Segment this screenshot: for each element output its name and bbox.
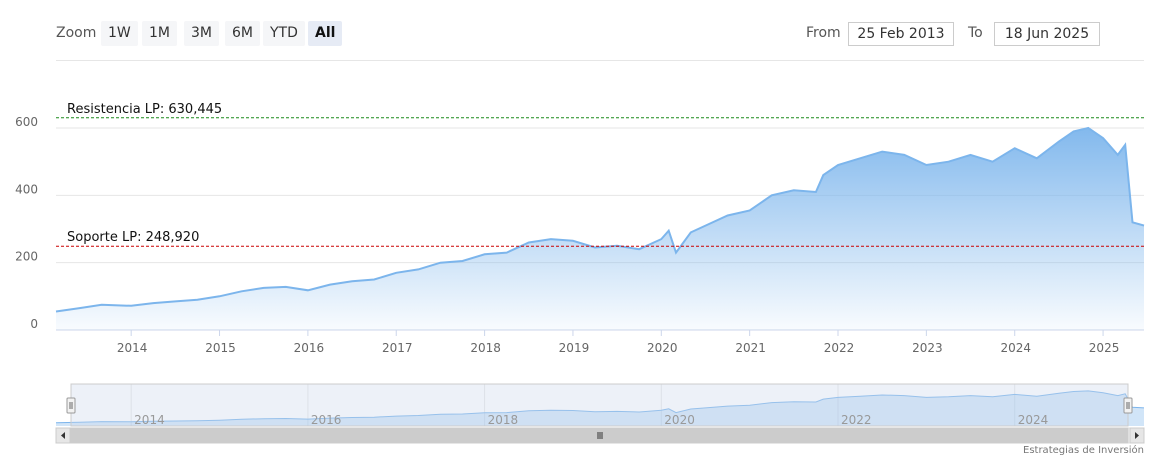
support-label: Soporte LP: 248,920 bbox=[67, 230, 199, 245]
from-date-input[interactable]: 25 Feb 2013 bbox=[848, 22, 954, 46]
navigator-series-line bbox=[55, 390, 1145, 424]
x-tick-label-2018: 2018 bbox=[470, 341, 501, 355]
x-tick-label-2025: 2025 bbox=[1089, 341, 1120, 355]
zoom-all-button[interactable]: All bbox=[308, 21, 343, 46]
credits-text: Estrategias de Inversión bbox=[1023, 445, 1144, 456]
from-label: From bbox=[806, 25, 841, 41]
navigator-tick-label-2016: 2016 bbox=[311, 413, 342, 427]
navigator-tick-label-2020: 2020 bbox=[664, 413, 695, 427]
x-tick-label-2020: 2020 bbox=[647, 341, 678, 355]
zoom-6m-button[interactable]: 6M bbox=[225, 21, 260, 46]
level-annotations: Resistencia LP: 630,445 Soporte LP: 248,9… bbox=[56, 102, 1144, 247]
scroll-left-arrow-icon bbox=[61, 432, 65, 439]
navigator-series-area bbox=[56, 390, 1144, 426]
navigator-left-handle[interactable] bbox=[66, 397, 76, 414]
y-tick-label-600: 600 bbox=[15, 115, 38, 129]
x-tick-label-2022: 2022 bbox=[824, 341, 855, 355]
x-tick-label-2021: 2021 bbox=[735, 341, 766, 355]
navigator-right-handle[interactable] bbox=[1123, 397, 1133, 414]
y-axis: 0 200 400 600 bbox=[15, 115, 38, 331]
y-tick-label-400: 400 bbox=[15, 182, 38, 196]
to-date-input[interactable]: 18 Jun 2025 bbox=[994, 22, 1100, 46]
to-label: To bbox=[968, 25, 983, 41]
navigator-selection-mask bbox=[70, 383, 1129, 427]
price-series bbox=[55, 126, 1145, 330]
zoom-ytd-button[interactable]: YTD bbox=[263, 21, 305, 46]
zoom-label: Zoom bbox=[56, 25, 97, 41]
y-tick-label-0: 0 bbox=[30, 317, 38, 331]
series-area bbox=[56, 128, 1144, 330]
scroll-right-arrow-icon bbox=[1135, 432, 1139, 439]
x-axis: 2014 2015 2016 2017 2018 2019 2020 2021 2022 2023… bbox=[56, 329, 1144, 355]
x-tick-label-2015: 2015 bbox=[205, 341, 236, 355]
x-tick-label-2019: 2019 bbox=[559, 341, 590, 355]
toolbar-separator bbox=[56, 60, 1144, 61]
range-selector-toolbar: Zoom 1W 1M 3M 6M YTD All From 25 Feb 201… bbox=[0, 0, 1157, 60]
x-tick-label-2017: 2017 bbox=[382, 341, 413, 355]
x-tick-label-2016: 2016 bbox=[294, 341, 325, 355]
navigator-tick-label-2022: 2022 bbox=[841, 413, 872, 427]
x-tick-label-2024: 2024 bbox=[1000, 341, 1031, 355]
x-tick-label-2023: 2023 bbox=[912, 341, 943, 355]
navigator-tick-label-2018: 2018 bbox=[488, 413, 519, 427]
series-line bbox=[55, 126, 1145, 313]
handle-body bbox=[66, 397, 76, 414]
handle-body bbox=[1123, 397, 1133, 414]
scrollbar[interactable] bbox=[55, 427, 1145, 444]
zoom-1w-button[interactable]: 1W bbox=[101, 21, 138, 46]
zoom-3m-button[interactable]: 3M bbox=[184, 21, 219, 46]
y-tick-label-200: 200 bbox=[15, 250, 38, 264]
navigator-tick-label-2014: 2014 bbox=[134, 413, 165, 427]
navigator-tick-label-2024: 2024 bbox=[1018, 413, 1049, 427]
zoom-1m-button[interactable]: 1M bbox=[142, 21, 177, 46]
x-tick-label-2014: 2014 bbox=[117, 341, 148, 355]
resistance-label: Resistencia LP: 630,445 bbox=[67, 102, 222, 117]
navigator[interactable]: 2014 2016 2018 2020 2022 2024 bbox=[55, 383, 1145, 427]
